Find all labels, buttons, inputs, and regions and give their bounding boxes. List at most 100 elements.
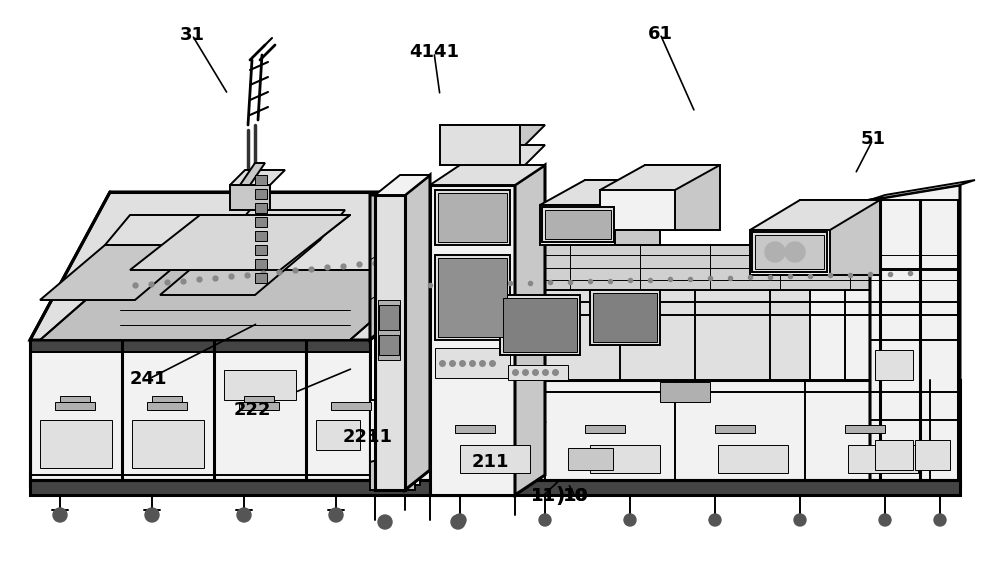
Circle shape: [709, 514, 721, 526]
Bar: [40, 420, 112, 468]
Bar: [316, 420, 360, 450]
Bar: [430, 185, 515, 495]
Polygon shape: [600, 190, 675, 230]
Circle shape: [765, 242, 785, 262]
Bar: [239, 402, 279, 410]
Text: 2211: 2211: [343, 428, 393, 446]
Polygon shape: [440, 125, 545, 145]
Text: 10: 10: [564, 487, 588, 505]
Bar: [30, 480, 370, 488]
Bar: [331, 402, 371, 410]
Polygon shape: [810, 290, 960, 380]
Polygon shape: [130, 215, 350, 270]
Bar: [255, 175, 267, 185]
Polygon shape: [440, 145, 545, 165]
Bar: [378, 300, 400, 360]
Text: 4141: 4141: [409, 43, 459, 61]
Polygon shape: [370, 195, 450, 340]
Polygon shape: [645, 165, 720, 230]
Bar: [455, 425, 495, 433]
Text: 11: 11: [530, 487, 556, 505]
Polygon shape: [30, 480, 960, 495]
Bar: [590, 290, 660, 345]
Bar: [508, 365, 568, 380]
Circle shape: [145, 508, 159, 522]
Bar: [593, 293, 657, 342]
Text: 11: 11: [530, 487, 556, 505]
Circle shape: [237, 508, 251, 522]
Polygon shape: [585, 180, 660, 245]
Polygon shape: [30, 192, 450, 340]
Text: 61: 61: [648, 25, 672, 43]
Text: 10: 10: [562, 487, 588, 505]
Bar: [60, 396, 90, 402]
Bar: [875, 440, 913, 470]
Circle shape: [934, 514, 946, 526]
Bar: [375, 195, 405, 490]
Circle shape: [624, 514, 636, 526]
Bar: [440, 125, 520, 165]
Text: 31: 31: [180, 26, 205, 44]
Polygon shape: [160, 240, 320, 295]
Bar: [500, 295, 580, 355]
Polygon shape: [40, 270, 430, 340]
Polygon shape: [425, 245, 960, 290]
Bar: [255, 231, 267, 241]
Polygon shape: [225, 210, 345, 240]
Polygon shape: [240, 163, 265, 185]
Circle shape: [794, 514, 806, 526]
Bar: [255, 273, 267, 283]
Bar: [585, 425, 625, 433]
Polygon shape: [405, 175, 430, 490]
Bar: [460, 445, 530, 473]
Polygon shape: [800, 200, 880, 275]
Bar: [660, 382, 710, 402]
Bar: [255, 259, 267, 269]
Polygon shape: [870, 180, 975, 200]
Text: 241: 241: [129, 370, 167, 388]
Polygon shape: [375, 175, 430, 195]
Bar: [435, 348, 510, 378]
Bar: [255, 203, 267, 213]
Circle shape: [451, 515, 465, 529]
Bar: [255, 245, 267, 255]
Bar: [147, 402, 187, 410]
Bar: [875, 350, 913, 380]
Bar: [435, 255, 510, 340]
Bar: [845, 425, 885, 433]
Bar: [152, 396, 182, 402]
Polygon shape: [230, 170, 285, 185]
Text: 211: 211: [471, 453, 509, 471]
Polygon shape: [540, 180, 660, 205]
Bar: [542, 207, 614, 242]
Bar: [848, 445, 918, 473]
Polygon shape: [750, 200, 880, 230]
Text: 222: 222: [233, 401, 271, 419]
Circle shape: [378, 515, 392, 529]
Bar: [438, 258, 507, 337]
Bar: [255, 189, 267, 199]
Bar: [545, 210, 611, 239]
Polygon shape: [600, 165, 720, 190]
Polygon shape: [430, 165, 545, 185]
Bar: [568, 448, 613, 470]
Bar: [755, 235, 824, 269]
Polygon shape: [30, 340, 370, 485]
Bar: [55, 402, 95, 410]
Polygon shape: [750, 230, 830, 275]
Bar: [244, 396, 274, 402]
Bar: [132, 420, 204, 468]
Bar: [590, 445, 660, 473]
Text: ): ): [555, 486, 565, 506]
Polygon shape: [415, 290, 960, 380]
Bar: [255, 217, 267, 227]
Polygon shape: [870, 185, 960, 490]
Bar: [30, 340, 370, 352]
Bar: [715, 425, 755, 433]
Bar: [379, 305, 399, 330]
Bar: [370, 400, 420, 485]
Text: 51: 51: [860, 130, 886, 148]
Circle shape: [539, 514, 551, 526]
Bar: [438, 193, 507, 242]
Bar: [752, 232, 827, 272]
